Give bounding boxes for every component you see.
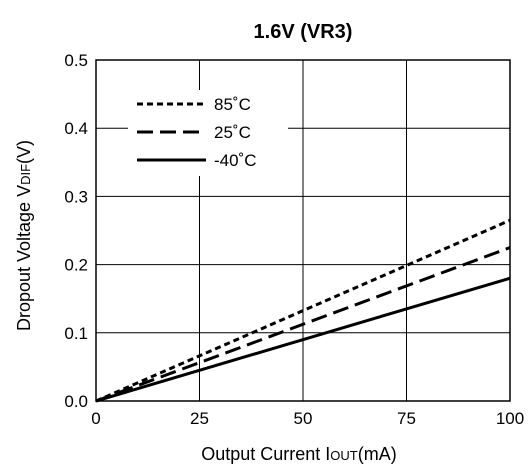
x-axis-label: Output Current IOUT(mA) (201, 444, 397, 464)
x-tick-label: 0 (91, 409, 100, 428)
legend-label: -40˚C (214, 151, 257, 170)
legend-background (128, 90, 288, 176)
label-main: Output Current I (201, 444, 330, 464)
series-line (95, 246, 511, 403)
label-main: Dropout Voltage V (14, 185, 34, 331)
y-axis-label: Dropout Voltage VDIF(V) (14, 140, 34, 331)
series-line (95, 276, 511, 403)
x-tick-label: 100 (496, 409, 524, 428)
label-unit: (V) (14, 140, 34, 164)
y-tick-label: 0.5 (64, 51, 88, 70)
label-subscript: OUT (330, 448, 358, 463)
tick-labels: 0 25 50 75 100 0.0 0.1 0.2 0.3 0.4 0.5 (64, 51, 524, 428)
x-tick-label: 75 (397, 409, 416, 428)
legend: 85˚C 25˚C -40˚C (128, 90, 288, 176)
label-subscript: DIF (18, 164, 33, 185)
plot-frame (95, 59, 511, 402)
y-tick-label: 0.2 (64, 256, 88, 275)
y-tick-label: 0.3 (64, 187, 88, 206)
label-unit: (mA) (358, 444, 397, 464)
y-tick-label: 0.4 (64, 119, 88, 138)
series-line (95, 218, 511, 403)
chart-title: 1.6V (VR3) (254, 21, 353, 43)
x-tick-label: 50 (294, 409, 313, 428)
x-tick-label: 25 (190, 409, 209, 428)
legend-label: 85˚C (214, 95, 251, 114)
legend-label: 25˚C (214, 123, 251, 142)
y-tick-label: 0.1 (64, 324, 88, 343)
y-tick-label: 0.0 (64, 392, 88, 411)
series-layer (95, 218, 511, 403)
